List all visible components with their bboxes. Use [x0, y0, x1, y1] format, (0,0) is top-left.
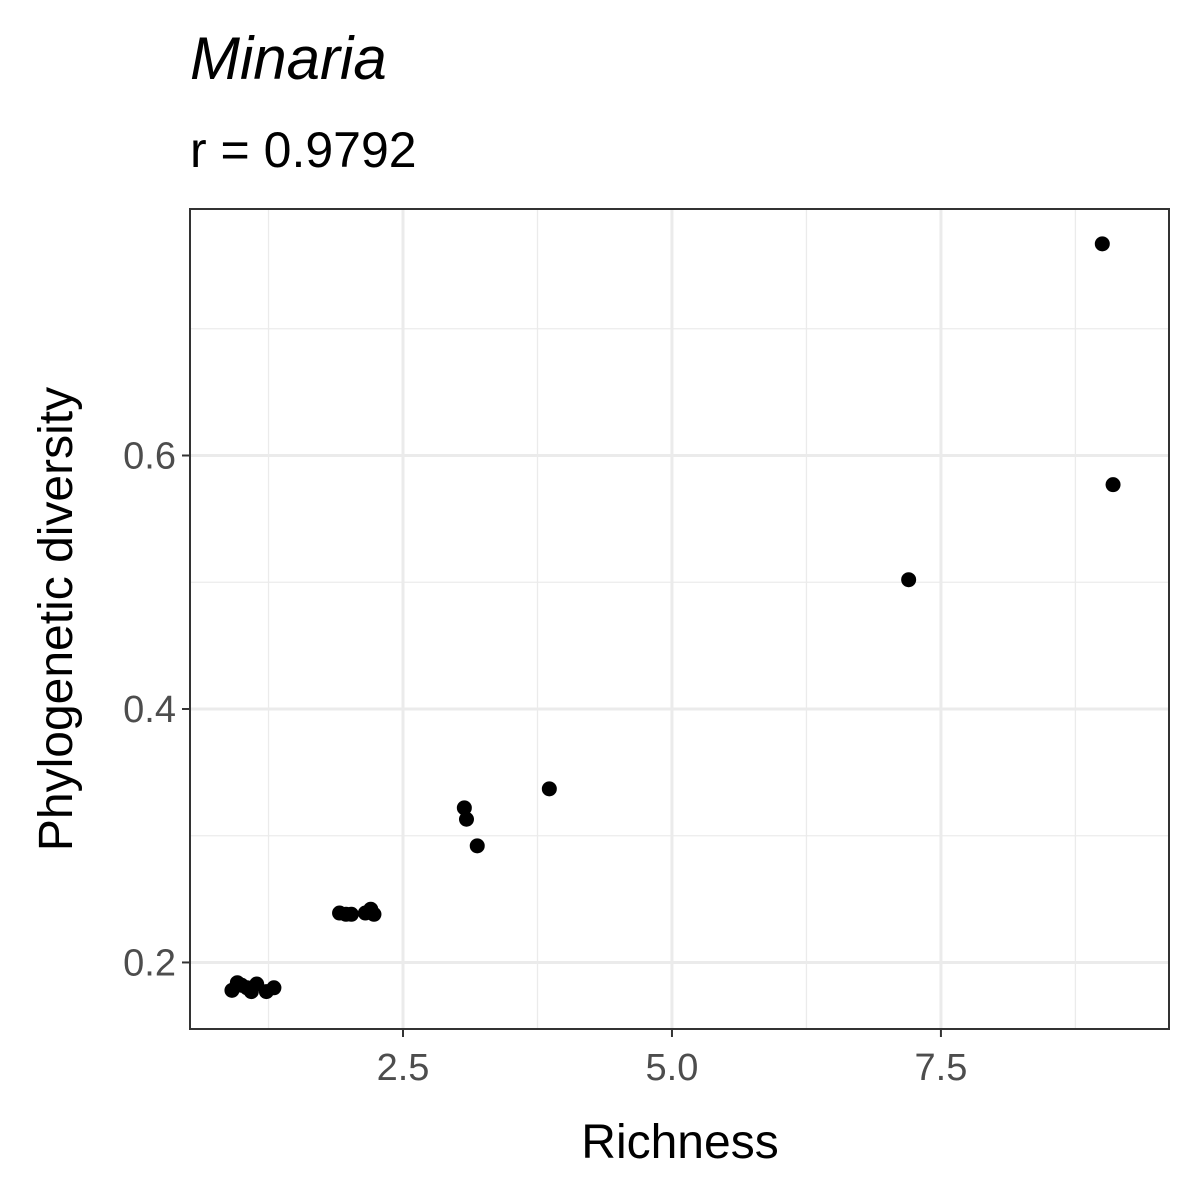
y-axis-title: Phylogenetic diversity [30, 387, 83, 851]
minor-gridlines [190, 209, 1169, 1029]
data-point [1094, 236, 1110, 252]
x-axis: 2.5 5.0 7.5 [377, 1029, 968, 1089]
y-tick-label: 0.4 [123, 689, 176, 731]
panel-border [189, 208, 1170, 1030]
x-tick-label: 7.5 [915, 1047, 968, 1089]
x-tick-label: 2.5 [377, 1047, 430, 1089]
data-point [343, 906, 359, 922]
data-point [366, 906, 382, 922]
chart-subtitle: r = 0.9792 [190, 122, 417, 178]
y-tick-label: 0.6 [123, 436, 176, 478]
data-point [1105, 477, 1121, 493]
panel-background [190, 209, 1169, 1029]
data-point [458, 811, 474, 827]
data-point [456, 800, 472, 816]
x-tick-label: 5.0 [646, 1047, 699, 1089]
data-points [224, 236, 1121, 1000]
y-axis: 0.2 0.4 0.6 [123, 436, 190, 984]
y-tick-label: 0.2 [123, 942, 176, 984]
data-point [469, 838, 485, 854]
data-point [266, 980, 282, 996]
x-axis-title: Richness [581, 1116, 778, 1169]
major-gridlines [190, 209, 1169, 1029]
data-point [901, 572, 917, 588]
plot-panel [189, 208, 1170, 1030]
chart-title: Minaria [190, 25, 387, 92]
data-point [541, 781, 557, 797]
